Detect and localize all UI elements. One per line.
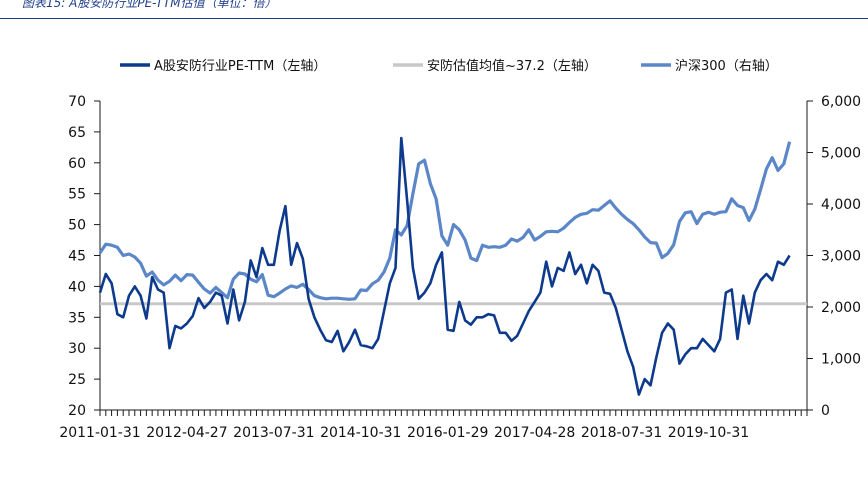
left-axis-tick-label: 50 <box>68 218 86 234</box>
right-axis-tick-label: 5,000 <box>821 146 861 162</box>
right-axis-tick-label: 0 <box>821 403 830 419</box>
left-axis-tick-label: 60 <box>68 156 86 172</box>
chart-legend: A股安防行业PE-TTM（左轴） 安防估值均值~37.2（左轴） 沪深300（右… <box>120 58 778 74</box>
left-axis-tick-label: 20 <box>68 403 86 419</box>
right-axis-tick-label: 3,000 <box>821 249 861 265</box>
x-axis-tick-label: 2018-07-31 <box>581 425 662 441</box>
left-axis-tick-label: 70 <box>68 94 86 110</box>
legend-label-hs300: 沪深300（右轴） <box>675 58 778 74</box>
left-axis-tick-label: 30 <box>68 341 86 357</box>
x-axis-tick-labels: 2011-01-31 2012-04-27 2013-07-31 2014-10-31… <box>59 425 749 441</box>
x-axis-tick-label: 2016-01-29 <box>407 425 488 441</box>
left-axis-tick-label: 25 <box>68 372 86 388</box>
x-axis-minor-ticks <box>99 410 808 416</box>
left-axis-tick-label: 65 <box>68 125 86 141</box>
series-line-pe <box>98 136 791 396</box>
right-axis-tick-label: 1,000 <box>821 352 861 368</box>
x-axis-tick-label: 2014-10-31 <box>320 425 401 441</box>
left-axis-tick-label: 55 <box>68 187 86 203</box>
left-axis-tick-label: 45 <box>68 249 86 265</box>
right-axis-tick-label: 2,000 <box>821 300 861 316</box>
x-axis-tick-label: 2019-10-31 <box>668 425 749 441</box>
x-axis-tick-label: 2011-01-31 <box>59 425 140 441</box>
x-axis-tick-label: 2013-07-31 <box>233 425 314 441</box>
legend-label-avg: 安防估值均值~37.2（左轴） <box>427 58 597 74</box>
right-axis-tick-label: 6,000 <box>821 94 861 110</box>
left-axis-ticks: 20 25 30 35 40 45 50 55 60 65 70 <box>68 94 100 419</box>
x-axis-tick-label: 2017-04-28 <box>494 425 575 441</box>
figure-title: 图表15: A股安防行业PE-TTM估值（单位：倍） <box>22 0 277 10</box>
left-axis-tick-label: 35 <box>68 310 86 326</box>
right-axis-ticks: 0 1,000 2,000 3,000 4,000 5,000 6,000 <box>807 94 861 419</box>
figure-title-bar: 图表15: A股安防行业PE-TTM估值（单位：倍） <box>0 0 868 19</box>
legend-label-pe: A股安防行业PE-TTM（左轴） <box>154 58 326 74</box>
series-line-hs300 <box>98 141 792 301</box>
left-axis-tick-label: 40 <box>68 279 86 295</box>
right-axis-tick-label: 4,000 <box>821 197 861 213</box>
x-axis-tick-label: 2012-04-27 <box>146 425 227 441</box>
